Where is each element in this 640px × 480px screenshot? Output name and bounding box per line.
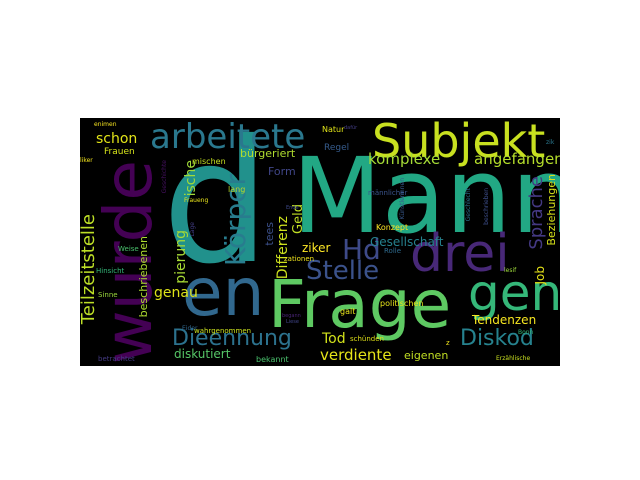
word: Differenz <box>275 216 291 280</box>
word: Geschichte <box>161 160 168 194</box>
word: komplexe <box>368 150 441 168</box>
word: dafür <box>344 125 358 131</box>
word: mischen <box>192 157 226 166</box>
word: schünden <box>350 335 384 343</box>
word: z <box>446 339 450 347</box>
word: Künstlerinnen <box>399 178 406 220</box>
word: Gesellschaft <box>370 235 444 249</box>
word: Ende <box>286 205 299 211</box>
word: Natur <box>322 125 345 134</box>
word: enimen <box>94 121 117 128</box>
word: en <box>182 254 265 331</box>
word: beschrieben <box>483 188 490 225</box>
word: Erzählische <box>496 355 531 362</box>
word: politischen <box>380 299 424 308</box>
word: Hinsicht <box>96 267 125 275</box>
word: Dieennung <box>172 326 292 351</box>
word: angefangen <box>474 150 560 168</box>
word: Tod <box>322 331 346 347</box>
word: Eider <box>182 325 198 332</box>
word: galt <box>340 307 356 316</box>
word: Fraueng <box>184 197 209 204</box>
word: zik <box>546 139 555 146</box>
word: Mann <box>292 135 560 257</box>
word: Job <box>533 266 547 285</box>
word: Hd <box>342 233 381 266</box>
word: wurde <box>90 160 167 365</box>
word: Weise <box>118 245 139 253</box>
word: Form <box>268 165 296 178</box>
word: Diskod <box>460 326 534 351</box>
word: Rolle <box>384 247 402 255</box>
word: Lage <box>189 222 196 237</box>
word: arbeitete <box>150 118 306 157</box>
word: liker <box>80 157 93 164</box>
word: Geschlecht <box>465 188 472 222</box>
word: Subjekt <box>372 118 546 168</box>
word: beschriebenen <box>137 236 150 318</box>
word: betrachtet <box>98 355 135 363</box>
word: genau <box>154 285 198 301</box>
word: gen <box>468 264 560 322</box>
word: verdiente <box>320 346 392 364</box>
word: zationen <box>284 255 315 263</box>
word: Sinne <box>98 291 118 299</box>
word: eigenen <box>404 349 449 362</box>
word: bekannt <box>256 355 289 364</box>
word: Stelle <box>306 256 380 286</box>
word: Regel <box>324 143 350 153</box>
word: lang <box>228 185 246 194</box>
word: pierung <box>173 230 189 284</box>
word: tees <box>263 222 276 246</box>
word: Bonn <box>518 329 534 336</box>
word: diskutiert <box>174 347 231 361</box>
word: Tendenzen <box>472 313 537 327</box>
word: bürgeriert <box>240 147 296 160</box>
word: begann <box>282 313 301 319</box>
word: Sprache <box>526 176 547 250</box>
word: wahrgenommen <box>194 327 252 335</box>
word: Liese <box>286 319 299 325</box>
word: lesif <box>504 267 517 274</box>
word: Frage <box>268 266 452 343</box>
word: Beziehungen <box>545 174 558 246</box>
word: drei <box>410 224 510 284</box>
word: d <box>162 118 270 302</box>
word: männlicher <box>368 189 408 197</box>
word: schon <box>96 131 138 147</box>
word: ziker <box>302 241 331 255</box>
word: Konzept <box>376 223 409 232</box>
word: Frauen <box>104 147 135 157</box>
word-cloud: Mann d wurde Frage en Subjekt gen drei a… <box>80 118 560 366</box>
